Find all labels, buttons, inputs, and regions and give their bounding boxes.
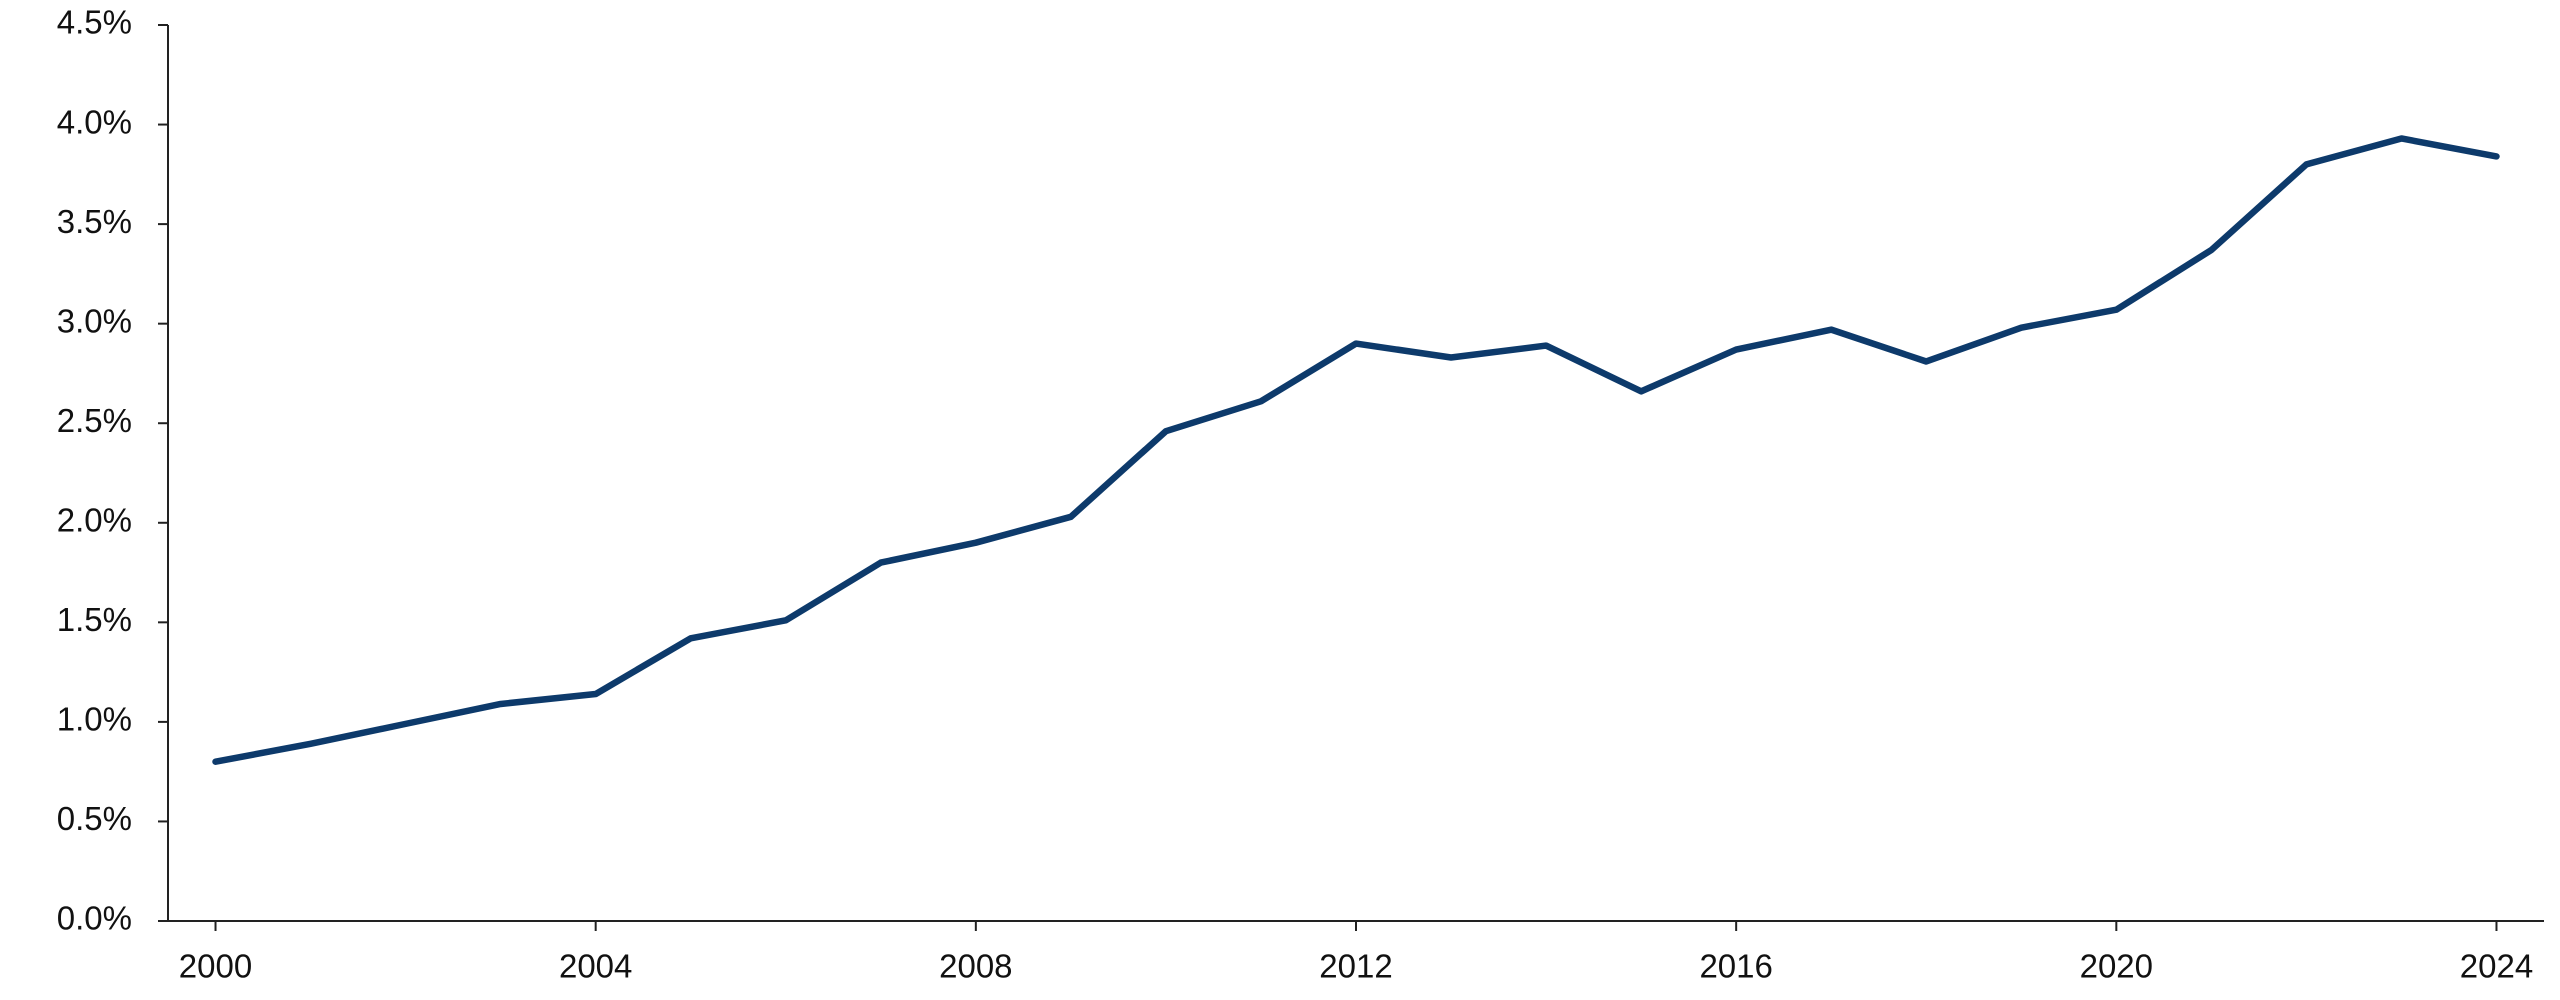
y-tick-label: 0.5% bbox=[57, 800, 132, 837]
y-tick-label: 3.5% bbox=[57, 203, 132, 240]
y-tick-label: 2.5% bbox=[57, 402, 132, 439]
y-tick-label: 3.0% bbox=[57, 302, 132, 339]
y-tick-label: 1.0% bbox=[57, 701, 132, 738]
x-tick-label: 2008 bbox=[939, 948, 1012, 985]
y-tick-label: 1.5% bbox=[57, 601, 132, 638]
x-tick-label: 2024 bbox=[2460, 948, 2533, 985]
x-tick-label: 2012 bbox=[1319, 948, 1392, 985]
y-tick-label: 2.0% bbox=[57, 501, 132, 538]
y-tick-label: 0.0% bbox=[57, 900, 132, 937]
x-tick-label: 2016 bbox=[1699, 948, 1772, 985]
y-tick-label: 4.5% bbox=[57, 4, 132, 41]
x-tick-label: 2020 bbox=[2080, 948, 2153, 985]
y-tick-label: 4.0% bbox=[57, 103, 132, 140]
x-tick-label: 2000 bbox=[179, 948, 252, 985]
data-line bbox=[212, 135, 2500, 765]
x-tick-label: 2004 bbox=[559, 948, 632, 985]
